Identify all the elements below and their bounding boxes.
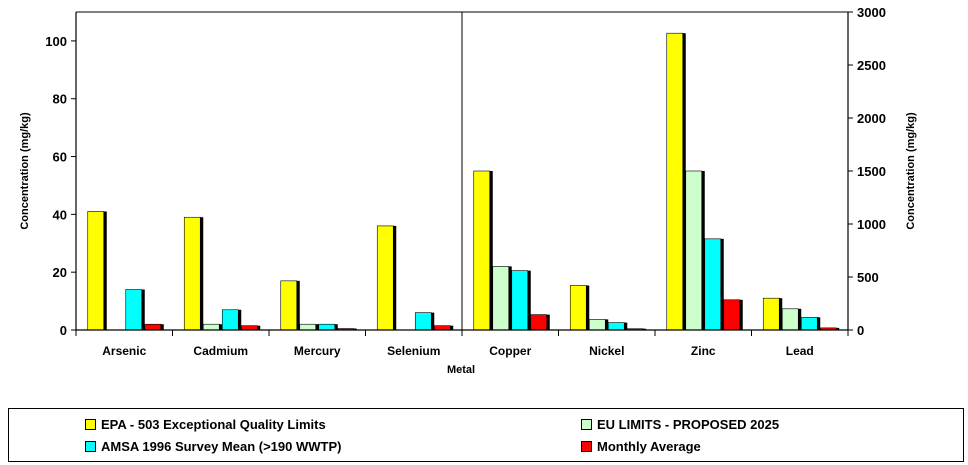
right-tick-label-500: 500 (857, 270, 879, 285)
bar-selenium-epa-503-exceptional-quality-limits (376, 225, 394, 331)
legend-swatch-amsa (85, 441, 96, 452)
bars-group (87, 32, 840, 331)
legend-item-amsa: AMSA 1996 Survey Mean (>190 WWTP) (85, 439, 341, 454)
x-tick-label-nickel: Nickel (589, 344, 624, 358)
legend-label-amsa: AMSA 1996 Survey Mean (>190 WWTP) (101, 439, 342, 454)
bar-arsenic-epa-503-exceptional-quality-limits (87, 211, 105, 331)
legend-swatch-epa (85, 419, 96, 430)
bar-lead-eu-limits-proposed-2025 (781, 308, 799, 331)
x-axis-title: Metal (447, 364, 475, 376)
bar-nickel-eu-limits-proposed-2025 (588, 319, 606, 331)
right-tick-label-2000: 2000 (857, 111, 886, 126)
right-tick-label-2500: 2500 (857, 58, 886, 73)
bar-arsenic-amsa-1996-survey-mean-190-wwtp (125, 289, 143, 331)
right-axis-title: Concentration (mg/kg) (905, 112, 917, 230)
legend-item-monthly: Monthly Average (581, 439, 701, 454)
bar-zinc-amsa-1996-survey-mean-190-wwtp (704, 238, 722, 331)
bar-mercury-amsa-1996-survey-mean-190-wwtp (318, 323, 336, 331)
bar-mercury-epa-503-exceptional-quality-limits (280, 280, 298, 331)
axes-group: Arsenic Cadmium Mercury Selenium Copper Nicke… (45, 5, 886, 358)
legend-label-monthly: Monthly Average (597, 439, 701, 454)
bar-mercury-eu-limits-proposed-2025 (299, 323, 317, 331)
legend: EPA - 503 Exceptional Quality Limits EU … (8, 408, 964, 462)
legend-item-epa: EPA - 503 Exceptional Quality Limits (85, 417, 326, 432)
legend-item-eu: EU LIMITS - PROPOSED 2025 (581, 417, 779, 432)
bar-arsenic-monthly-average (144, 323, 162, 331)
bar-copper-epa-503-exceptional-quality-limits (473, 170, 491, 331)
left-tick-label-100: 100 (45, 34, 67, 49)
right-tick-label-3000: 3000 (857, 5, 886, 20)
legend-label-eu: EU LIMITS - PROPOSED 2025 (597, 417, 780, 432)
bar-selenium-amsa-1996-survey-mean-190-wwtp (414, 312, 432, 331)
bar-nickel-epa-503-exceptional-quality-limits (569, 285, 587, 331)
bar-zinc-epa-503-exceptional-quality-limits (666, 32, 684, 331)
bar-selenium-monthly-average (433, 325, 451, 331)
left-tick-label-60: 60 (53, 150, 67, 165)
bar-cadmium-amsa-1996-survey-mean-190-wwtp (221, 309, 239, 331)
x-tick-label-arsenic: Arsenic (102, 344, 146, 358)
x-tick-label-copper: Copper (489, 344, 531, 358)
bar-zinc-monthly-average (723, 299, 741, 331)
bar-cadmium-monthly-average (240, 325, 258, 331)
bar-zinc-eu-limits-proposed-2025 (685, 170, 703, 331)
left-tick-label-40: 40 (53, 207, 67, 222)
right-tick-label-1000: 1000 (857, 217, 886, 232)
x-tick-label-mercury: Mercury (294, 344, 341, 358)
right-tick-label-1500: 1500 (857, 164, 886, 179)
x-tick-label-lead: Lead (786, 344, 814, 358)
bar-lead-epa-503-exceptional-quality-limits (762, 297, 780, 331)
legend-label-epa: EPA - 503 Exceptional Quality Limits (101, 417, 326, 432)
left-tick-label-20: 20 (53, 265, 67, 280)
left-tick-label-0: 0 (60, 323, 67, 338)
legend-swatch-monthly (581, 441, 592, 452)
right-tick-label-0: 0 (857, 323, 864, 338)
bar-cadmium-epa-503-exceptional-quality-limits (183, 216, 201, 331)
bar-copper-monthly-average (530, 314, 548, 331)
x-tick-label-zinc: Zinc (691, 344, 716, 358)
x-tick-label-cadmium: Cadmium (193, 344, 248, 358)
legend-swatch-eu (581, 419, 592, 430)
bar-cadmium-eu-limits-proposed-2025 (202, 323, 220, 331)
chart: Arsenic Cadmium Mercury Selenium Copper Nicke… (19, 5, 917, 376)
left-axis-title: Concentration (mg/kg) (19, 112, 31, 230)
bar-lead-amsa-1996-survey-mean-190-wwtp (800, 316, 818, 331)
bar-copper-eu-limits-proposed-2025 (492, 266, 510, 331)
bar-copper-amsa-1996-survey-mean-190-wwtp (511, 270, 529, 331)
x-tick-label-selenium: Selenium (387, 344, 440, 358)
bar-nickel-amsa-1996-survey-mean-190-wwtp (607, 322, 625, 331)
left-tick-label-80: 80 (53, 92, 67, 107)
